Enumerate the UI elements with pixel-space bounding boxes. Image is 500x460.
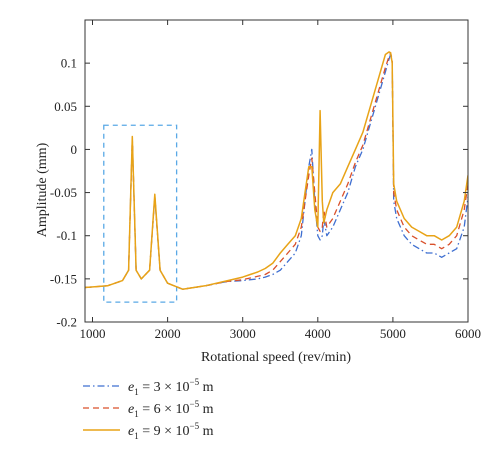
legend-label-3: e1 = 9 × 10−5 m [128,421,214,441]
series-line-3 [85,51,468,290]
y-tick-label: -0.1 [56,228,77,243]
y-tick-label: 0 [71,142,78,157]
x-tick-label: 5000 [380,326,406,341]
legend-label-2: e1 = 6 × 10−5 m [128,399,214,419]
legend-label-1: e1 = 3 × 10−5 m [128,377,214,397]
y-axis-label: Amplitude (mm) [35,142,50,237]
y-tick-label: 0.1 [61,56,77,71]
x-tick-label: 2000 [155,326,181,341]
y-tick-label: 0.05 [54,99,77,114]
x-tick-label: 4000 [305,326,331,341]
series-line-1 [85,53,468,290]
y-tick-label: -0.15 [50,271,77,286]
y-tick-label: -0.2 [56,315,77,330]
y-tick-label: -0.05 [50,185,77,200]
legend: e1 = 3 × 10−5 me1 = 6 × 10−5 me1 = 9 × 1… [83,377,214,441]
x-axis-label: Rotational speed (rev/min) [201,350,351,365]
x-tick-label: 1000 [80,326,106,341]
annotation-box-0 [103,124,178,303]
plot-frame [84,19,469,323]
series-line-2 [85,52,468,290]
x-tick-label: 3000 [230,326,256,341]
axis-ticks: 1000 2000 3000 4000 5000 6000 -0.2 -0.15 -0.1 -0.… [50,20,481,341]
plot-area [84,19,469,323]
x-tick-label: 6000 [455,326,481,341]
